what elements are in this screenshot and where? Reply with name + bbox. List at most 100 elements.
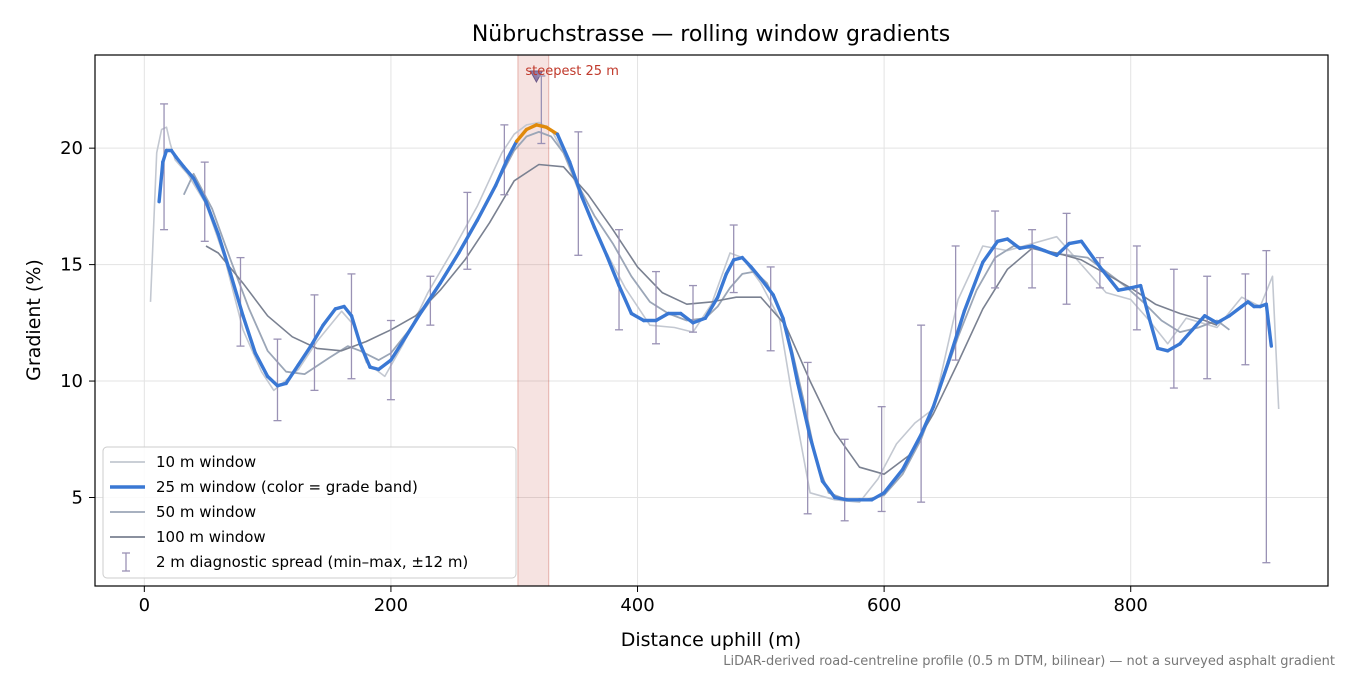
series-25m-segment xyxy=(833,495,849,502)
legend: 10 m window 25 m window (color = grade ba… xyxy=(102,446,517,579)
series-25m-segment xyxy=(404,309,424,339)
series-25m-segment xyxy=(1165,342,1182,353)
series-25m-segment xyxy=(253,351,270,379)
series-25m-segment xyxy=(1202,314,1219,325)
series-25m-segment xyxy=(703,295,720,320)
legend-label: 25 m window (color = grade band) xyxy=(156,478,418,496)
series-25m-segment xyxy=(789,351,800,386)
x-tick-label: 0 xyxy=(139,595,150,616)
y-axis-label: Gradient (%) xyxy=(23,259,45,381)
series-25m-segment xyxy=(241,314,258,355)
error-bar xyxy=(347,273,356,380)
series-layer xyxy=(149,75,1280,564)
series-25m-segment xyxy=(1005,237,1022,251)
chart-title: Nübruchstrasse — rolling window gradient… xyxy=(472,22,950,47)
series-25m-segment xyxy=(654,311,670,323)
series-10m-line xyxy=(149,121,1280,503)
series-25m-segment xyxy=(919,405,936,437)
series-25m-segment xyxy=(931,360,950,409)
series-25m-segment xyxy=(1067,239,1084,246)
series-25m-steep-segment xyxy=(515,127,529,143)
x-axis-label: Distance uphill (m) xyxy=(621,629,801,651)
series-25m-segment xyxy=(759,276,775,297)
series-25m-segment xyxy=(494,155,510,188)
series-25m-segment xyxy=(1030,244,1047,253)
legend-label: 100 m window xyxy=(156,528,266,546)
legend-entry: 25 m window (color = grade band) xyxy=(110,478,418,496)
series-25m-segment xyxy=(1147,316,1160,351)
series-25m-segment xyxy=(161,148,169,164)
series-25m-segment xyxy=(342,304,354,318)
y-tick-label: 10 xyxy=(60,371,83,392)
series-25m-segment xyxy=(1215,314,1232,325)
series-25m-segment xyxy=(900,432,923,472)
series-25m-segment xyxy=(475,183,498,223)
error-bar xyxy=(1241,273,1250,366)
series-25m-segment xyxy=(1018,244,1034,251)
series-25m-segment xyxy=(962,260,985,313)
y-tick-label: 20 xyxy=(60,138,83,159)
y-tick-label: 15 xyxy=(60,255,83,276)
series-25m-segment xyxy=(605,253,621,288)
legend-entry: 50 m window xyxy=(110,503,256,521)
series-25m-segment xyxy=(457,218,479,255)
series-25m-segment xyxy=(389,335,408,362)
series-25m-segment xyxy=(740,255,753,269)
error-bar xyxy=(1062,212,1071,305)
error-bar xyxy=(652,270,661,345)
series-25m-segment xyxy=(1098,265,1121,292)
series-25m-segment xyxy=(216,232,233,276)
error-bar xyxy=(574,131,583,256)
error-bar xyxy=(463,191,472,270)
x-tick-label: 400 xyxy=(620,595,654,616)
series-25m-segment xyxy=(309,323,325,348)
series-25m-segment xyxy=(1178,328,1195,346)
error-bar xyxy=(766,266,775,352)
error-bar xyxy=(840,438,849,522)
error-bar xyxy=(1095,256,1104,289)
series-25m-segment xyxy=(1227,304,1244,318)
series-25m-segment xyxy=(376,358,393,372)
error-bar xyxy=(1203,275,1212,380)
series-25m-segment xyxy=(724,258,736,276)
error-bar xyxy=(1028,229,1037,289)
series-25m-segment xyxy=(946,309,966,365)
error-bar xyxy=(273,338,282,422)
series-25m-segment xyxy=(174,155,186,169)
series-25m-segment xyxy=(679,311,695,325)
series-25m-segment xyxy=(1264,302,1274,348)
error-bar xyxy=(615,229,624,331)
series-25m-segment xyxy=(191,176,208,204)
series-25m-segment xyxy=(716,272,728,299)
series-25m-segment xyxy=(358,342,372,369)
series-25m-segment xyxy=(1054,241,1071,258)
series-25m-segment xyxy=(820,479,837,500)
series-25m-segment xyxy=(1138,283,1151,320)
series-25m-segment xyxy=(981,239,1000,264)
steepest-label: steepest 25 m xyxy=(525,64,618,79)
series-25m-segment xyxy=(284,363,301,386)
error-bar xyxy=(991,210,1000,289)
series-25m-segment xyxy=(592,225,609,258)
y-tick-label: 5 xyxy=(72,488,83,509)
series-25m-segment xyxy=(749,265,763,281)
series-25m-segment xyxy=(296,344,313,367)
series-25m-segment xyxy=(617,283,634,316)
series-25m-segment xyxy=(629,311,646,323)
series-25m-segment xyxy=(420,281,442,313)
error-bar xyxy=(537,75,546,145)
series-25m-segment xyxy=(691,316,707,325)
series-25m-segment xyxy=(204,199,221,237)
series-25m-segment xyxy=(781,316,794,355)
series-25m-segment xyxy=(555,132,572,164)
series-25m-segment xyxy=(265,374,280,388)
series-25m-segment xyxy=(580,195,597,230)
legend-entry: 2 m diagnostic spread (min–max, ±12 m) xyxy=(122,552,468,572)
plot-frame xyxy=(94,54,1329,587)
series-25m-segment xyxy=(796,381,812,439)
legend-box xyxy=(102,446,517,579)
series-25m-segment xyxy=(506,139,519,160)
footnote: LiDAR-derived road-centreline profile (0… xyxy=(723,654,1335,669)
series-25m-segment xyxy=(882,467,905,495)
